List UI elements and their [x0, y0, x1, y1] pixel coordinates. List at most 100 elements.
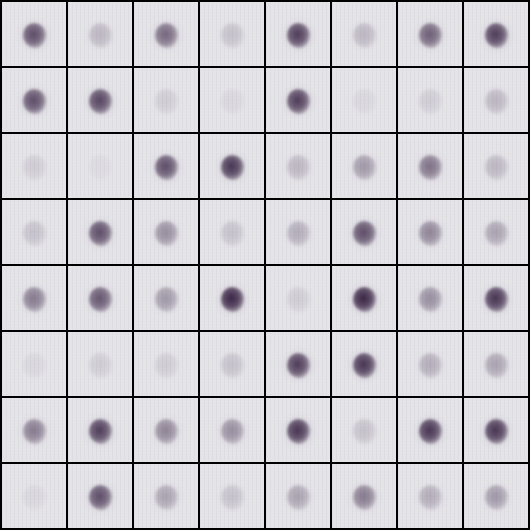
blob-mark: [287, 353, 310, 378]
sample-tile: [332, 398, 396, 462]
sample-tile: [68, 464, 132, 528]
sample-tile: [266, 464, 330, 528]
blob-mark: [485, 419, 508, 444]
sample-tile: [398, 68, 462, 132]
blob-mark: [287, 89, 310, 114]
blob-mark: [89, 89, 112, 114]
blob-mark: [485, 485, 508, 510]
sample-tile: [398, 200, 462, 264]
blob-mark: [155, 89, 178, 114]
blob-mark: [23, 221, 46, 246]
tile-noise: [332, 2, 396, 66]
blob-halo: [151, 349, 182, 382]
sample-tile: [266, 68, 330, 132]
sample-tile: [2, 398, 66, 462]
blob-mark: [419, 89, 442, 114]
blob-halo: [151, 481, 182, 514]
tile-noise: [266, 266, 330, 330]
sample-tile: [200, 200, 264, 264]
sample-tile: [464, 464, 528, 528]
blob-mark: [485, 155, 508, 180]
blob-halo: [217, 415, 248, 448]
tile-noise: [200, 464, 264, 528]
blob-halo: [217, 349, 248, 382]
sample-tile: [332, 200, 396, 264]
tile-noise: [134, 398, 198, 462]
blob-mark: [419, 221, 442, 246]
tile-noise: [266, 464, 330, 528]
sample-tile: [68, 398, 132, 462]
blob-halo: [349, 19, 380, 52]
blob-mark: [89, 419, 112, 444]
sample-tile: [200, 134, 264, 198]
tile-noise: [332, 68, 396, 132]
blob-halo: [481, 151, 512, 184]
tile-noise: [200, 332, 264, 396]
blob-mark: [23, 155, 46, 180]
sample-tile: [398, 266, 462, 330]
sample-tile: [332, 134, 396, 198]
sample-tile: [464, 68, 528, 132]
blob-mark: [353, 155, 376, 180]
blob-mark: [419, 353, 442, 378]
blob-mark: [287, 419, 310, 444]
tile-noise: [200, 200, 264, 264]
sample-tile: [134, 2, 198, 66]
blob-mark: [155, 23, 178, 48]
tile-noise: [134, 68, 198, 132]
blob-mark: [155, 155, 178, 180]
tile-noise: [68, 2, 132, 66]
blob-mark: [155, 419, 178, 444]
blob-mark: [485, 89, 508, 114]
sample-tile: [200, 332, 264, 396]
sample-tile: [2, 332, 66, 396]
sample-tile: [266, 134, 330, 198]
blob-mark: [155, 353, 178, 378]
tile-noise: [398, 200, 462, 264]
blob-halo: [151, 217, 182, 250]
blob-mark: [353, 221, 376, 246]
sample-tile: [464, 2, 528, 66]
blob-mark: [353, 23, 376, 48]
blob-halo: [217, 19, 248, 52]
tile-noise: [464, 332, 528, 396]
blob-halo: [19, 151, 50, 184]
blob-halo: [481, 85, 512, 118]
sample-tile: [332, 2, 396, 66]
blob-mark: [221, 23, 244, 48]
blob-mark: [155, 485, 178, 510]
sample-tile: [68, 332, 132, 396]
blob-mark: [353, 419, 376, 444]
blob-halo: [349, 85, 380, 118]
tile-noise: [266, 200, 330, 264]
blob-mark: [23, 353, 46, 378]
blob-halo: [283, 151, 314, 184]
blob-halo: [415, 481, 446, 514]
blob-halo: [217, 85, 248, 118]
sample-tile: [266, 266, 330, 330]
tile-noise: [464, 68, 528, 132]
blob-mark: [485, 23, 508, 48]
blob-mark: [287, 155, 310, 180]
tile-noise: [68, 134, 132, 198]
blob-halo: [151, 415, 182, 448]
blob-halo: [283, 283, 314, 316]
blob-mark: [419, 419, 442, 444]
tile-noise: [332, 398, 396, 462]
blob-mark: [221, 221, 244, 246]
blob-mark: [419, 485, 442, 510]
blob-mark: [419, 155, 442, 180]
sample-tile: [398, 464, 462, 528]
blob-mark: [485, 353, 508, 378]
blob-halo: [481, 349, 512, 382]
sample-tile: [68, 134, 132, 198]
blob-mark: [287, 287, 310, 312]
blob-halo: [19, 481, 50, 514]
sample-tile: [2, 200, 66, 264]
blob-mark: [89, 353, 112, 378]
blob-mark: [89, 485, 112, 510]
sample-tile: [134, 134, 198, 198]
blob-halo: [85, 19, 116, 52]
blob-mark: [419, 23, 442, 48]
